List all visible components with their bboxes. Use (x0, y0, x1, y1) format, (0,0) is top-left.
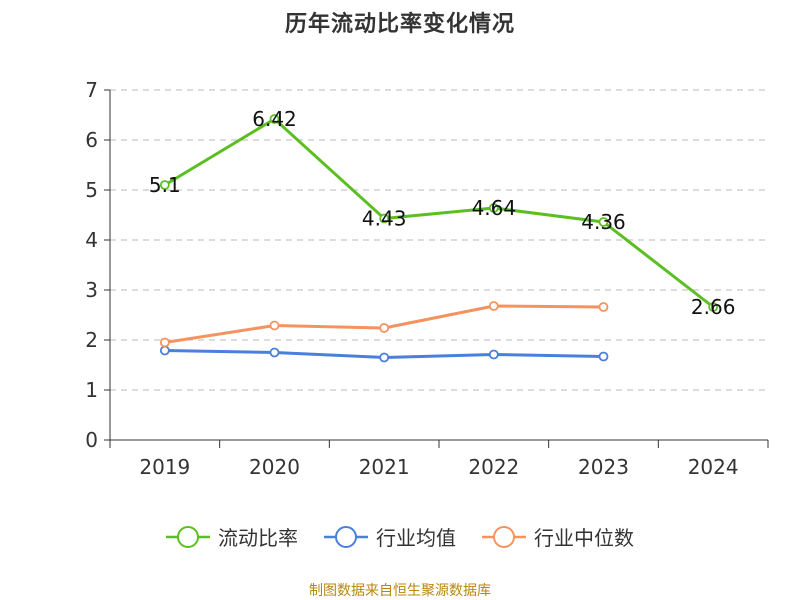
legend-label: 行业均值 (376, 526, 456, 550)
x-tick-label: 2019 (139, 455, 190, 479)
source-note: 制图数据来自恒生聚源数据库 (309, 583, 491, 599)
data-point (598, 351, 609, 362)
legend-label: 行业中位数 (534, 526, 634, 550)
y-tick-label: 0 (85, 428, 98, 452)
data-label: 5.1 (149, 173, 181, 197)
data-point (269, 114, 280, 124)
legend[interactable]: 流动比率 行业均值 行业中位数 (166, 526, 634, 550)
data-point (488, 349, 499, 360)
data-point (598, 302, 609, 312)
data-label: 4.36 (581, 210, 626, 234)
x-tick-label: 2020 (249, 455, 300, 479)
data-point (269, 320, 280, 331)
data-point (379, 352, 390, 363)
legend-circle-icon (335, 526, 357, 548)
y-tick-label: 4 (85, 228, 98, 252)
data-label: 6.42 (252, 107, 297, 131)
series-lines (159, 114, 719, 363)
x-tick-label: 2021 (359, 455, 410, 479)
data-point (379, 213, 390, 224)
data-label: 4.43 (362, 207, 407, 231)
legend-item[interactable]: 行业均值 (324, 526, 456, 550)
y-tick-label: 6 (85, 128, 98, 152)
data-point (488, 301, 499, 311)
y-tick-label: 5 (85, 178, 98, 202)
y-tick-label: 3 (85, 278, 98, 302)
y-tick-label: 7 (85, 78, 98, 102)
y-tick-label: 2 (85, 328, 98, 352)
chart-title: 历年流动比率变化情况 (284, 12, 515, 37)
data-point (159, 337, 170, 348)
data-point (159, 345, 170, 356)
data-label: 4.64 (472, 196, 517, 220)
x-tick-label: 2023 (578, 455, 629, 479)
axes: 0 1 2 3 4 5 6 7 2019 2020 2021 2022 2023 2024 (85, 78, 769, 479)
data-point (379, 323, 390, 333)
data-labels: 5.1 6.42 4.43 4.64 4.36 2.66 (149, 107, 736, 319)
data-point (598, 217, 609, 227)
data-point (488, 203, 499, 213)
y-tick-label: 1 (85, 378, 98, 402)
legend-label: 流动比率 (218, 526, 298, 550)
legend-item[interactable]: 流动比率 (166, 526, 298, 550)
legend-item[interactable]: 行业中位数 (482, 526, 634, 550)
grid-lines (110, 89, 768, 391)
data-point (159, 180, 170, 190)
x-tick-label: 2024 (688, 455, 739, 479)
legend-circle-icon (493, 526, 515, 548)
data-label: 2.66 (691, 295, 736, 319)
series-line (163, 117, 715, 309)
data-point (708, 302, 719, 312)
x-tick-label: 2022 (468, 455, 519, 479)
legend-circle-icon (177, 526, 199, 548)
data-point (269, 347, 280, 358)
